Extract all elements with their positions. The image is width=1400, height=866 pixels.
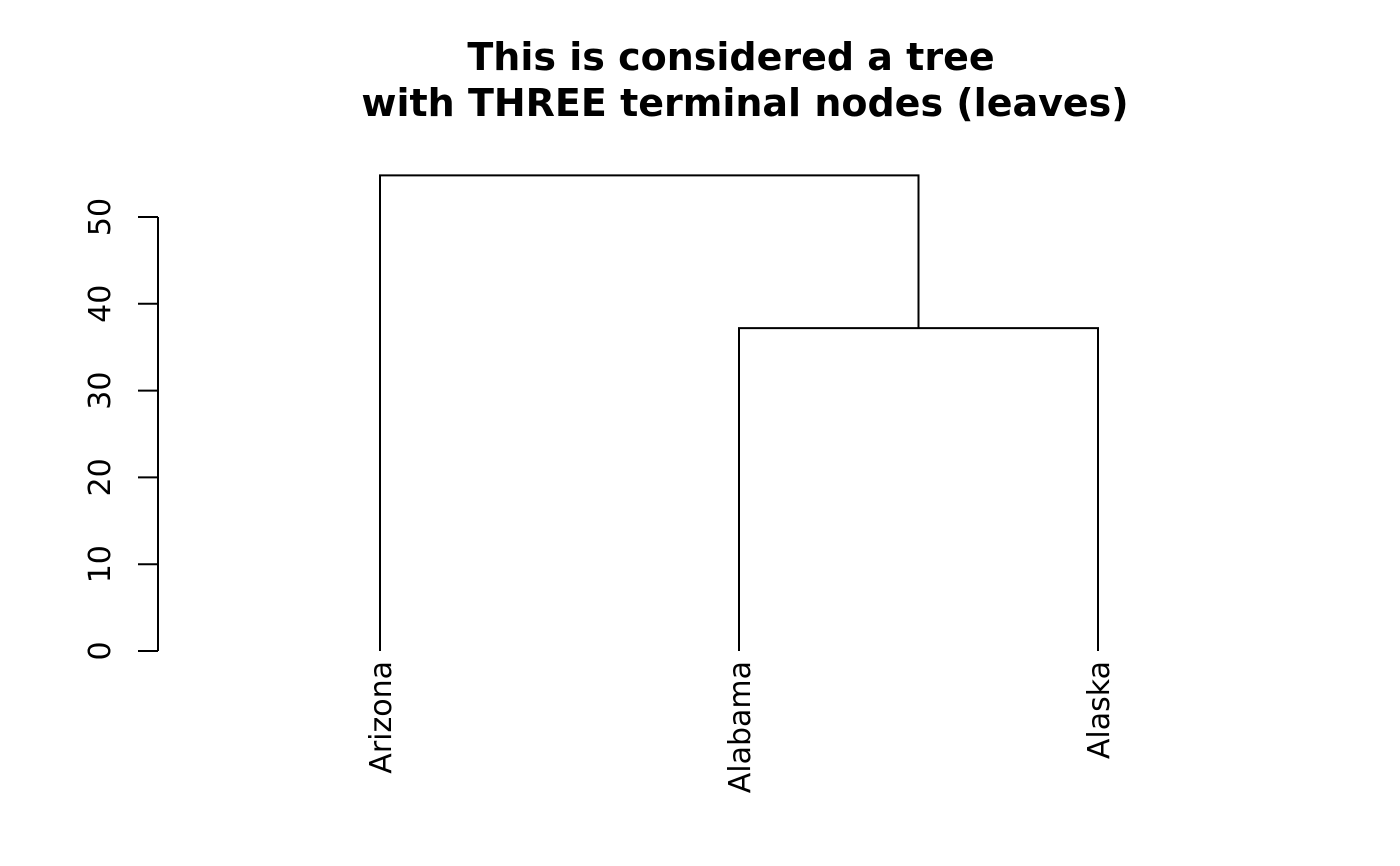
y-tick-label: 0 <box>83 641 118 660</box>
leaf-labels: Arizona Alabama Alaska <box>364 661 1117 793</box>
y-tick-label: 30 <box>83 372 118 410</box>
leaf-label: Alabama <box>723 661 758 793</box>
y-tick-label: 40 <box>83 285 118 323</box>
y-axis: 0 10 20 30 40 50 <box>83 198 158 661</box>
chart-title-line-2: with THREE terminal nodes (leaves) <box>361 81 1128 125</box>
dendrogram-branch <box>739 328 1098 651</box>
dendrogram-branch <box>380 175 919 651</box>
chart-title-line-1: This is considered a tree <box>467 35 994 79</box>
y-tick-label: 20 <box>83 458 118 496</box>
leaf-label: Arizona <box>364 661 399 774</box>
y-tick-label: 10 <box>83 545 118 583</box>
leaf-label: Alaska <box>1082 661 1117 759</box>
dendrogram-branches <box>380 175 1098 651</box>
y-tick-label: 50 <box>83 198 118 236</box>
